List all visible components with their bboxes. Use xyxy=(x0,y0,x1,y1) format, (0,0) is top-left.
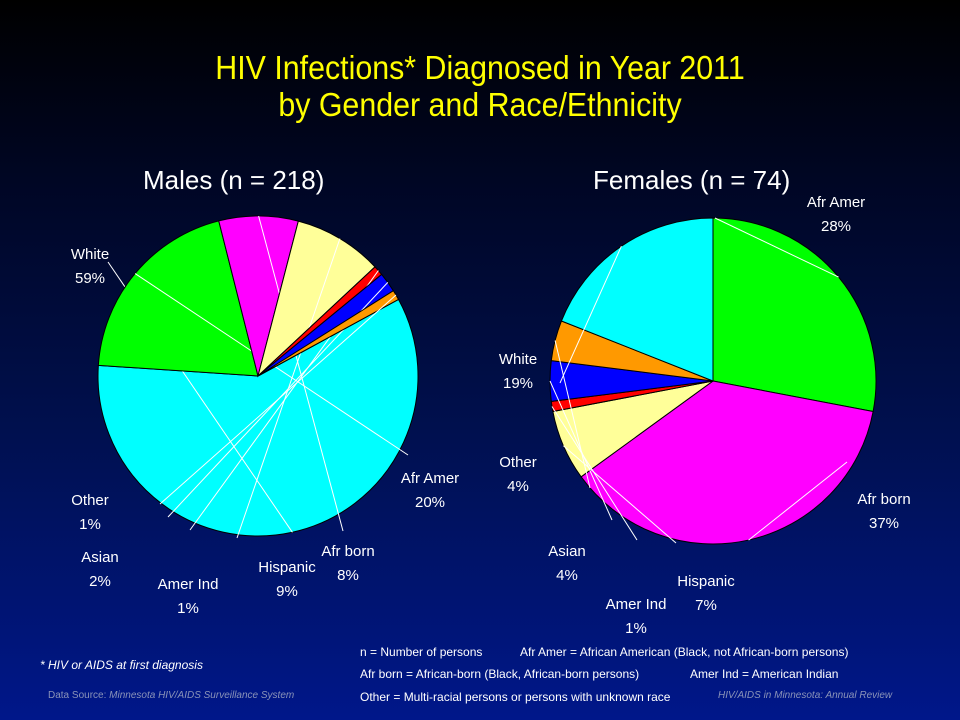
males-pie-title: Males (n = 218) xyxy=(143,165,325,195)
males-leader-afr-born xyxy=(258,215,344,532)
males-label-hispanic: Hispanic xyxy=(258,559,316,576)
females-pct-asian: 4% xyxy=(556,567,578,584)
definition-n: n = Number of persons xyxy=(360,645,483,659)
males-pct-amer-ind: 1% xyxy=(177,600,199,617)
females-label-asian: Asian xyxy=(548,543,586,560)
males-pct-hispanic: 9% xyxy=(276,583,298,600)
males-label-amer-ind: Amer Ind xyxy=(158,576,219,593)
footnote: * HIV or AIDS at first diagnosis xyxy=(40,658,203,672)
females-label-afr-born: Afr born xyxy=(857,491,910,508)
males-pct-afr-born: 8% xyxy=(337,567,359,584)
chart-title-line-2: by Gender and Race/Ethnicity xyxy=(278,86,682,123)
definition-afr-born: Afr born = African-born (Black, African-… xyxy=(360,667,640,681)
females-leader-afr-amer xyxy=(714,217,839,278)
females-slice-afr-born xyxy=(580,380,874,545)
males-label-asian: Asian xyxy=(81,549,119,566)
females-leader-afr-born xyxy=(748,461,848,541)
data-source-name: Minnesota HIV/AIDS Surveillance System xyxy=(109,690,295,701)
males-label-other: Other xyxy=(71,492,109,509)
females-pie-title: Females (n = 74) xyxy=(593,165,791,195)
females-label-amer-ind: Amer Ind xyxy=(606,596,667,613)
females-label-other: Other xyxy=(499,454,537,471)
report-name: HIV/AIDS in Minnesota: Annual Review xyxy=(718,690,893,701)
females-pct-hispanic: 7% xyxy=(695,597,717,614)
males-pct-other: 1% xyxy=(79,516,101,533)
males-label-white: White xyxy=(71,246,109,263)
females-label-hispanic: Hispanic xyxy=(677,573,735,590)
females-label-white: White xyxy=(499,351,537,368)
females-pct-afr-born: 37% xyxy=(869,515,899,532)
males-pct-white: 59% xyxy=(75,270,105,287)
females-label-afr-amer: Afr Amer xyxy=(807,194,865,211)
males-pie: White 59% Afr Amer 20% Afr born 8% Hispanic 9% A… xyxy=(71,215,459,617)
females-leader-amer-ind xyxy=(551,406,638,541)
males-label-afr-born: Afr born xyxy=(321,543,374,560)
females-pct-other: 4% xyxy=(507,478,529,495)
definition-amer-ind: Amer Ind = American Indian xyxy=(690,667,839,681)
females-leader-other xyxy=(554,340,591,489)
definition-afr-amer: Afr Amer = African American (Black, not … xyxy=(520,645,849,659)
females-pct-amer-ind: 1% xyxy=(625,620,647,637)
females-slice-afr-amer xyxy=(712,217,877,413)
females-pct-afr-amer: 28% xyxy=(821,218,851,235)
chart-title-line-1: HIV Infections* Diagnosed in Year 2011 xyxy=(215,49,745,86)
data-source: Data Source: Minnesota HIV/AIDS Surveill… xyxy=(48,690,294,701)
females-leader-hispanic xyxy=(563,445,677,544)
males-leader-other xyxy=(159,294,397,505)
definition-other: Other = Multi-racial persons or persons … xyxy=(360,690,671,704)
females-pct-white: 19% xyxy=(503,375,533,392)
males-pct-asian: 2% xyxy=(89,573,111,590)
males-label-afr-amer: Afr Amer xyxy=(401,470,459,487)
females-leader-white xyxy=(559,245,622,384)
females-pie: Afr Amer 28% Afr born 37% Hispanic 7% Amer Ind… xyxy=(499,194,911,637)
data-source-prefix: Data Source: xyxy=(48,690,107,701)
males-pct-afr-amer: 20% xyxy=(415,494,445,511)
males-slice-afr-amer xyxy=(97,220,259,377)
